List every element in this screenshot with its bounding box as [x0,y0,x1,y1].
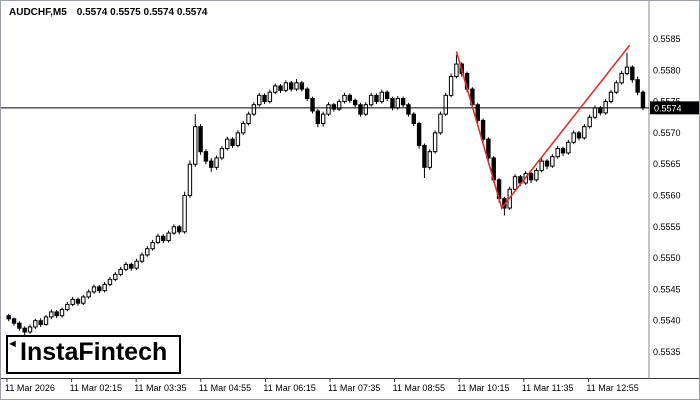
svg-text:11 Mar 04:55: 11 Mar 04:55 [199,383,251,393]
svg-text:0.5545: 0.5545 [653,284,681,294]
svg-text:11 Mar 12:55: 11 Mar 12:55 [586,383,638,393]
svg-text:0.5540: 0.5540 [653,316,681,326]
svg-text:0.5560: 0.5560 [653,191,681,201]
price-axis-labels: 0.55850.55800.55750.55700.55650.55600.55… [653,34,681,357]
svg-text:0.5565: 0.5565 [653,159,681,169]
svg-text:0.5550: 0.5550 [653,253,681,263]
symbol-period-label: AUDCHF,M5 [9,7,67,18]
svg-text:0.5585: 0.5585 [653,34,681,44]
svg-text:11 Mar 10:15: 11 Mar 10:15 [457,383,509,393]
svg-text:0.5570: 0.5570 [653,128,681,138]
svg-text:0.5574: 0.5574 [654,103,682,113]
instafintech-logo: InstaFintech [6,335,182,374]
svg-text:0.5580: 0.5580 [653,65,681,75]
left-arrow-icon: ◄ [7,338,18,350]
svg-text:11 Mar 02:15: 11 Mar 02:15 [70,383,122,393]
quote-ohlc-label: 0.5574 0.5575 0.5574 0.5574 [76,7,208,18]
svg-text:11 Mar 11:35: 11 Mar 11:35 [522,383,574,393]
time-axis-labels: 11 Mar 2026 11 Mar 02:15 11 Mar 03:35 11 Ma… [5,378,639,393]
candles-group [6,52,646,336]
chart-title: AUDCHF,M5 0.5574 0.5575 0.5574 0.5574 [9,7,207,18]
current-price-tag: 0.5574 [650,101,699,115]
svg-text:0.5555: 0.5555 [653,222,681,232]
svg-text:0.5535: 0.5535 [653,347,681,357]
svg-text:11 Mar 03:35: 11 Mar 03:35 [134,383,186,393]
svg-text:11 Mar 07:35: 11 Mar 07:35 [328,383,380,393]
svg-text:11 Mar 08:55: 11 Mar 08:55 [393,383,445,393]
svg-text:11 Mar 2026: 11 Mar 2026 [5,383,55,393]
zigzag-trendline[interactable] [455,44,631,210]
svg-text:11 Mar 06:15: 11 Mar 06:15 [263,383,315,393]
